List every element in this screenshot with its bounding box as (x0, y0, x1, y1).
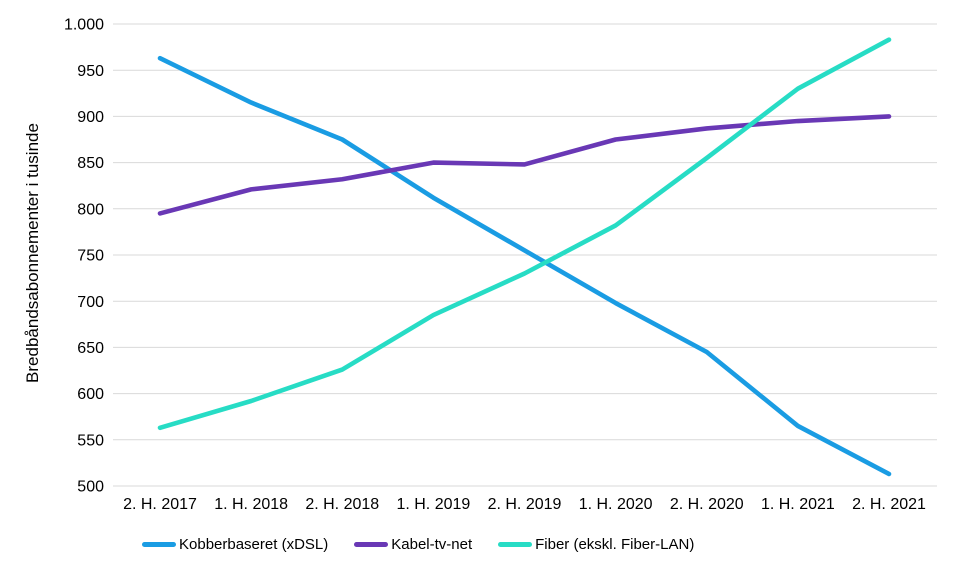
y-tick-label: 850 (77, 155, 104, 172)
series-line-2 (157, 37, 892, 431)
x-tick-labels: 2. H. 2017 1. H. 2018 2. H. 2018 1. H. 2019… (123, 496, 926, 513)
y-tick-label: 950 (77, 63, 104, 80)
y-tick-label: 1.000 (64, 17, 104, 34)
legend-label: Fiber (ekskl. Fiber-LAN) (535, 536, 695, 553)
x-tick-label: 2. H. 2020 (670, 496, 744, 513)
legend-item-xdsl: Kobberbaseret (xDSL) (142, 536, 328, 553)
y-tick-label: 500 (77, 479, 104, 496)
legend-item-kabel: Kabel-tv-net (354, 536, 472, 553)
y-tick-label: 800 (77, 201, 104, 218)
y-tick-label: 900 (77, 109, 104, 126)
gridlines (113, 23, 937, 487)
x-tick-label: 2. H. 2019 (488, 496, 562, 513)
legend-line-swatch-icon (142, 542, 176, 547)
chart-legend: Kobberbaseret (xDSL) Kabel-tv-net Fiber … (142, 536, 694, 553)
x-tick-label: 1. H. 2020 (579, 496, 653, 513)
legend-label: Kobberbaseret (xDSL) (179, 536, 329, 553)
series-line-1 (157, 114, 892, 216)
y-axis-title: Bredbåndsabonnementer i tusinde (23, 123, 42, 383)
y-tick-label: 700 (77, 294, 104, 311)
x-tick-label: 2. H. 2017 (123, 496, 197, 513)
x-tick-label: 2. H. 2021 (852, 496, 926, 513)
legend-label: Kabel-tv-net (391, 536, 473, 553)
legend-line-swatch-icon (498, 542, 533, 547)
x-tick-label: 1. H. 2018 (214, 496, 288, 513)
y-tick-label: 650 (77, 340, 104, 357)
legend-item-fiber: Fiber (ekskl. Fiber-LAN) (498, 536, 694, 553)
legend-line-swatch-icon (354, 542, 389, 547)
x-tick-label: 1. H. 2019 (396, 496, 470, 513)
y-tick-label: 750 (77, 248, 104, 265)
x-tick-label: 1. H. 2021 (761, 496, 835, 513)
series-line-0 (157, 55, 892, 477)
y-tick-label: 550 (77, 432, 104, 449)
y-tick-label: 600 (77, 386, 104, 403)
x-tick-label: 2. H. 2018 (305, 496, 379, 513)
y-tick-labels: 500 550 600 650 700 750 800 850 900 950 1.000 (64, 17, 104, 496)
